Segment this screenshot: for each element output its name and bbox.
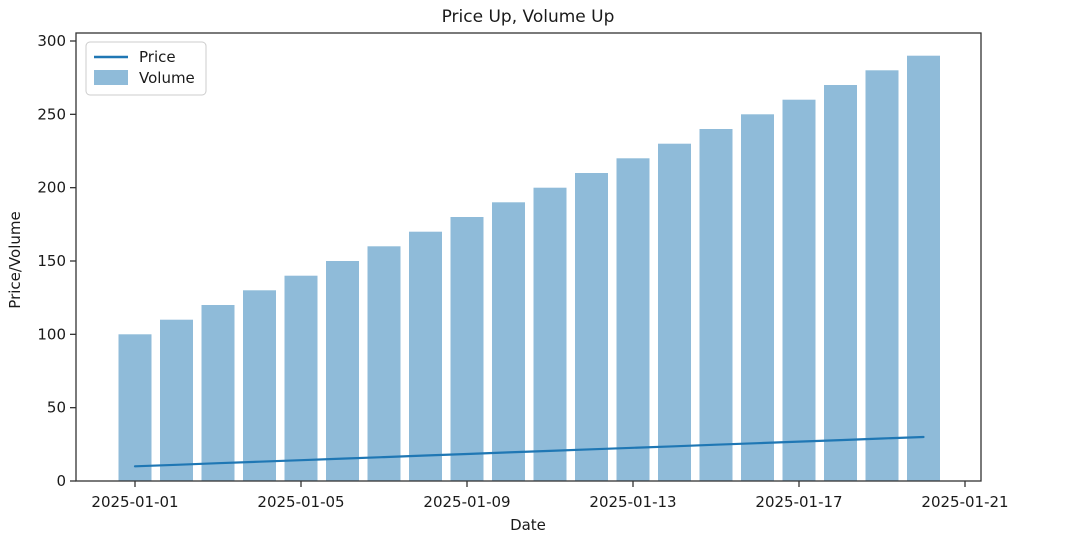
y-tick-label: 250 [37, 105, 66, 123]
volume-bar [326, 261, 359, 481]
x-axis-label: Date [510, 516, 546, 534]
y-tick-label: 0 [56, 472, 66, 490]
price-line-layer [133, 435, 925, 468]
volume-bar [741, 114, 774, 482]
volume-bar [284, 275, 318, 481]
volume-bar [367, 246, 401, 481]
chart-title: Price Up, Volume Up [442, 7, 615, 27]
volume-bar [865, 70, 899, 482]
volume-bar [450, 217, 484, 481]
legend: Price Volume [85, 41, 207, 96]
price-line [133, 435, 925, 468]
y-tick-label: 50 [47, 399, 66, 417]
y-tick-label: 200 [37, 179, 66, 197]
volume-bar [160, 319, 193, 481]
y-tick-label: 150 [37, 252, 66, 270]
volume-bar [907, 55, 940, 481]
axes-layer [75, 32, 982, 482]
ticks-layer: 0 50 100 150 200 250 300 2025-01-01 2025-01-05 20… [37, 32, 1008, 511]
y-axis-label: Price/Volume [6, 211, 24, 308]
legend-volume-patch-sample [94, 70, 128, 85]
volume-bar [492, 202, 525, 482]
legend-price-label: Price [139, 48, 176, 66]
x-tick-label: 2025-01-21 [921, 493, 1008, 511]
volume-bar [616, 158, 650, 482]
volume-bar [782, 99, 816, 481]
plot-spines [75, 32, 982, 482]
volume-bar [201, 305, 235, 481]
volume-bar [243, 290, 276, 481]
x-tick-label: 2025-01-13 [589, 493, 676, 511]
volume-bar [824, 85, 857, 481]
volume-bar [409, 231, 442, 481]
x-tick-label: 2025-01-01 [91, 493, 178, 511]
legend-volume-label: Volume [139, 69, 195, 87]
x-tick-label: 2025-01-09 [423, 493, 510, 511]
volume-bar [658, 143, 691, 481]
volume-bar [533, 187, 567, 481]
volume-bar [699, 129, 733, 481]
y-tick-label: 100 [37, 325, 66, 343]
x-tick-label: 2025-01-05 [257, 493, 344, 511]
volume-bar [118, 334, 152, 481]
y-tick-label: 300 [37, 32, 66, 50]
volume-bars-layer [118, 55, 940, 482]
x-tick-label: 2025-01-17 [755, 493, 842, 511]
volume-bar [575, 173, 608, 481]
